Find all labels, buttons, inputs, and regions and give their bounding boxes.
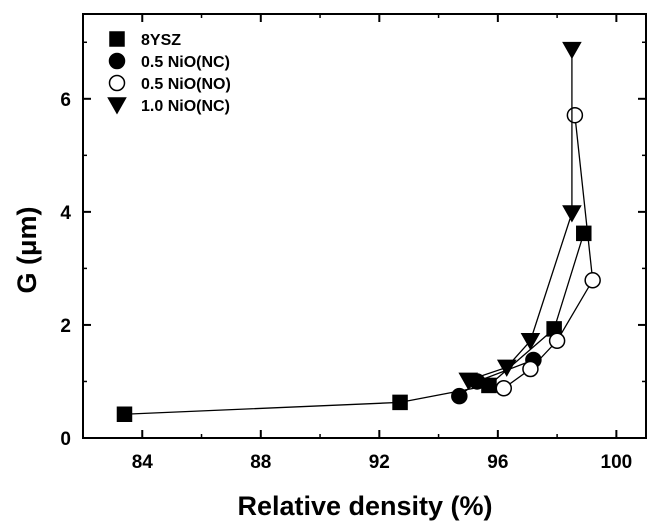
data-point [496, 359, 517, 377]
data-point [520, 333, 541, 351]
legend-item: 0.5 NiO(NC) [108, 52, 230, 71]
series-1 [116, 225, 592, 423]
y-axis-title: G (μm) [12, 206, 42, 293]
x-tick-label: 84 [132, 452, 154, 473]
legend: 8YSZ 0.5 NiO(NC) 0.5 NiO(NO) 1.0 NiO(NC) [107, 31, 231, 115]
data-point [562, 205, 582, 223]
y-tick-label: 0 [60, 429, 71, 450]
legend-label: 8YSZ [141, 32, 181, 49]
legend-marker [107, 97, 127, 115]
legend-item: 1.0 NiO(NC) [107, 97, 230, 115]
series-3 [495, 106, 601, 397]
plot-frame [82, 13, 647, 439]
y-tick-label: 4 [60, 203, 71, 224]
x-tick-label: 96 [487, 452, 508, 473]
x-tick-label: 92 [369, 452, 390, 473]
series-layer [116, 41, 601, 423]
x-tick-label: 88 [250, 452, 271, 473]
data-point [584, 272, 601, 289]
data-point [522, 360, 539, 378]
legend-label: 1.0 NiO(NC) [141, 98, 230, 115]
series-line [503, 115, 594, 389]
series-line [124, 233, 585, 415]
legend-marker [108, 74, 126, 92]
data-point [566, 106, 584, 124]
data-point [562, 41, 582, 60]
data-point [392, 394, 408, 411]
x-axis-title: Relative density (%) [237, 491, 492, 521]
legend-label: 0.5 NiO(NC) [141, 54, 230, 71]
legend-item: 8YSZ [109, 31, 181, 49]
legend-item: 0.5 NiO(NO) [108, 74, 231, 93]
axes-layer: 84 88 92 96 100 0 2 4 6 [60, 13, 647, 473]
y-tick-label: 2 [60, 316, 71, 337]
y-tick-label: 6 [60, 90, 71, 111]
data-point [116, 406, 133, 423]
data-point [495, 380, 513, 397]
data-point [548, 332, 566, 350]
data-point [451, 387, 468, 405]
legend-label: 0.5 NiO(NO) [141, 76, 231, 93]
series-4 [458, 41, 582, 390]
x-tick-label: 100 [601, 452, 633, 473]
data-point [458, 372, 478, 390]
legend-marker [109, 31, 125, 47]
legend-marker [108, 52, 126, 70]
